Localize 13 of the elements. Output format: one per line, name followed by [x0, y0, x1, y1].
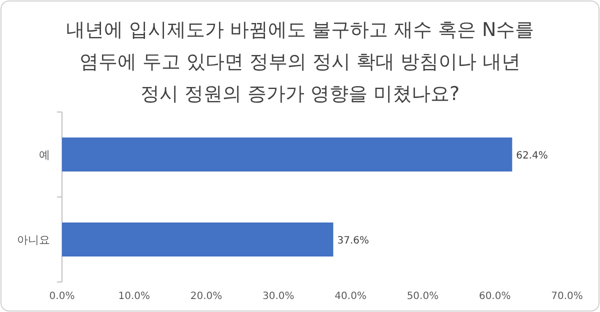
x-tick-label: 60.0% [478, 291, 511, 302]
x-tick-label: 30.0% [262, 291, 294, 302]
x-tick-label: 40.0% [334, 291, 366, 302]
x-tick-label: 0.0% [49, 291, 75, 302]
x-tick-label: 20.0% [190, 291, 222, 302]
y-tick-label: 아니요 [17, 234, 50, 246]
x-tick-label: 10.0% [118, 291, 150, 302]
x-tick-label: 70.0% [551, 291, 583, 302]
x-tick-label: 50.0% [406, 291, 439, 302]
y-tick-label: 예 [39, 148, 50, 162]
title: 내년에 입시제도가 바뀜에도 불구하고 재수 혹은 N수를 염두에 두고 있다면 정부의 정시 확대 방침이나 내년 정시 정원의 증가가 영향을 미쳤나요? [66, 19, 534, 105]
data-label: 62.4% [516, 150, 548, 162]
data-label: 37.6% [337, 236, 370, 246]
